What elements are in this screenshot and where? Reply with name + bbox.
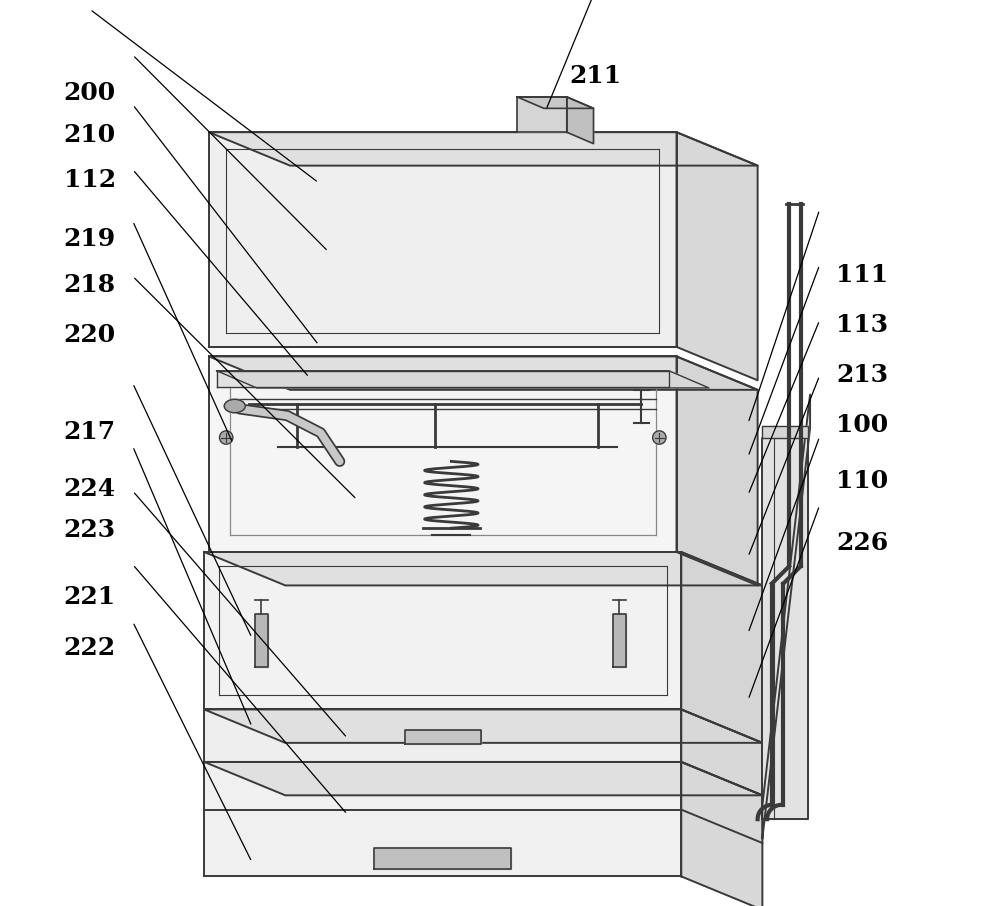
Polygon shape (209, 356, 677, 552)
Text: 213: 213 (836, 363, 889, 387)
Polygon shape (374, 848, 511, 869)
Text: 221: 221 (64, 584, 116, 609)
Polygon shape (204, 552, 762, 585)
Polygon shape (209, 356, 758, 390)
Polygon shape (681, 762, 762, 906)
Polygon shape (204, 709, 762, 743)
Polygon shape (762, 395, 810, 838)
Polygon shape (204, 552, 681, 709)
Text: 222: 222 (64, 636, 116, 660)
Circle shape (219, 431, 233, 444)
Polygon shape (204, 709, 681, 762)
Polygon shape (405, 730, 481, 744)
Polygon shape (217, 371, 669, 387)
Polygon shape (204, 762, 762, 795)
Polygon shape (517, 97, 594, 109)
Text: 224: 224 (64, 477, 116, 501)
Polygon shape (255, 614, 268, 667)
Polygon shape (681, 709, 762, 795)
Polygon shape (567, 97, 594, 144)
Text: 200: 200 (64, 82, 116, 105)
Circle shape (653, 431, 666, 444)
Text: 211: 211 (569, 64, 621, 88)
Text: 219: 219 (64, 226, 116, 251)
Text: 100: 100 (836, 413, 889, 438)
Text: 223: 223 (64, 518, 116, 542)
Text: 110: 110 (836, 468, 889, 493)
Polygon shape (517, 97, 567, 132)
Text: 226: 226 (836, 531, 889, 555)
Polygon shape (204, 762, 681, 876)
Text: 217: 217 (64, 420, 116, 444)
Text: 112: 112 (64, 168, 116, 192)
Polygon shape (209, 132, 758, 166)
Ellipse shape (224, 400, 245, 413)
Polygon shape (681, 552, 762, 743)
Polygon shape (762, 426, 808, 438)
Polygon shape (217, 371, 709, 388)
Text: 218: 218 (64, 274, 116, 297)
Polygon shape (613, 614, 626, 667)
Polygon shape (677, 132, 758, 381)
Text: 220: 220 (64, 323, 116, 348)
Text: 210: 210 (64, 123, 116, 147)
Polygon shape (762, 438, 808, 819)
Polygon shape (209, 132, 677, 347)
Text: 111: 111 (836, 263, 889, 287)
Polygon shape (677, 356, 758, 585)
Text: 113: 113 (836, 313, 889, 337)
